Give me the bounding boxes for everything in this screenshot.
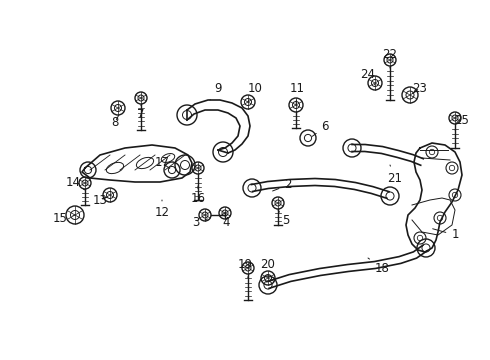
Text: 4: 4 [222, 213, 230, 230]
Text: 18: 18 [368, 258, 390, 274]
Text: 3: 3 [192, 216, 207, 230]
Text: 24: 24 [361, 68, 375, 85]
Text: 21: 21 [388, 165, 402, 184]
Text: 7: 7 [137, 105, 145, 122]
Text: 9: 9 [210, 81, 222, 100]
Text: 8: 8 [111, 116, 119, 129]
Text: 6: 6 [312, 121, 329, 136]
Text: 17: 17 [154, 157, 170, 170]
Text: 2: 2 [272, 179, 292, 192]
Text: 15: 15 [52, 211, 75, 225]
Text: 13: 13 [93, 194, 107, 207]
Text: 20: 20 [261, 258, 275, 277]
Text: 1: 1 [433, 229, 459, 242]
Text: 23: 23 [412, 81, 427, 94]
Text: 14: 14 [66, 176, 85, 190]
Text: 12: 12 [154, 200, 170, 220]
Text: 25: 25 [455, 113, 469, 130]
Text: 5: 5 [278, 210, 290, 228]
Text: 22: 22 [383, 49, 397, 68]
Text: 11: 11 [290, 81, 304, 105]
Text: 10: 10 [247, 81, 263, 102]
Text: 16: 16 [191, 186, 205, 204]
Text: 19: 19 [238, 258, 252, 277]
